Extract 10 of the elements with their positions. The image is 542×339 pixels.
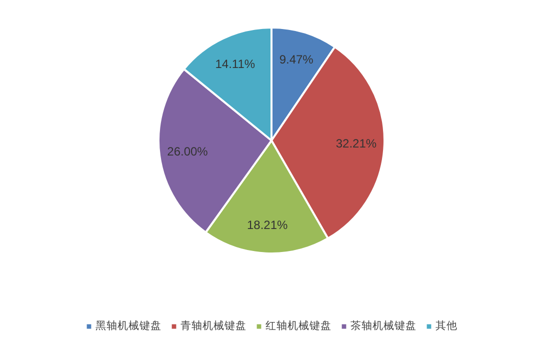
legend-label: 青轴机械键盘 [180, 319, 246, 333]
legend-label: 其他 [436, 319, 458, 333]
data-label: 26.00% [167, 144, 208, 159]
legend-label: 黑轴机械键盘 [96, 319, 162, 333]
data-label: 32.21% [336, 136, 377, 151]
legend-label: 茶轴机械键盘 [350, 319, 416, 333]
data-label: 9.47% [279, 52, 314, 66]
data-label: 14.11% [215, 56, 256, 71]
legend-label: 红轴机械键盘 [266, 319, 332, 333]
data-label: 18.21% [246, 218, 288, 232]
